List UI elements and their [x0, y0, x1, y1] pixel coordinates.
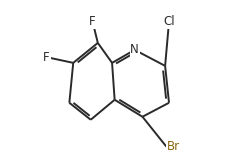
Text: Cl: Cl: [163, 16, 175, 29]
Text: F: F: [89, 16, 96, 29]
Text: F: F: [43, 51, 50, 64]
Text: N: N: [130, 43, 139, 56]
Text: Br: Br: [166, 140, 179, 153]
